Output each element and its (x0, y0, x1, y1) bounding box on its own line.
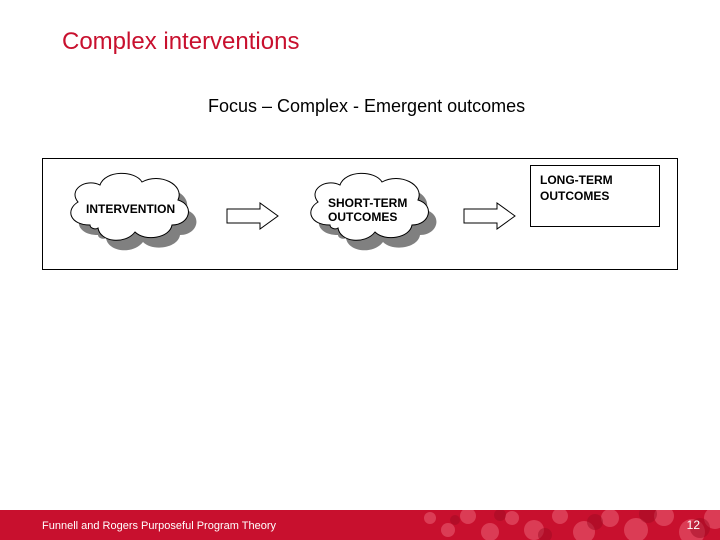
box-label-long-term: LONG-TERM OUTCOMES (540, 173, 613, 204)
cloud-label-intervention: INTERVENTION (86, 202, 175, 216)
subtitle: Focus – Complex - Emergent outcomes (208, 96, 525, 117)
arrow-2 (462, 202, 517, 230)
cloud-short-term: SHORT-TERM OUTCOMES (300, 170, 455, 265)
page-number: 12 (687, 518, 700, 532)
footer-text: Funnell and Rogers Purposeful Program Th… (42, 520, 276, 532)
cloud-intervention: INTERVENTION (60, 170, 215, 265)
arrow-1 (225, 202, 280, 230)
page-title: Complex interventions (62, 28, 299, 56)
cloud-label-short-term: SHORT-TERM OUTCOMES (328, 196, 407, 225)
